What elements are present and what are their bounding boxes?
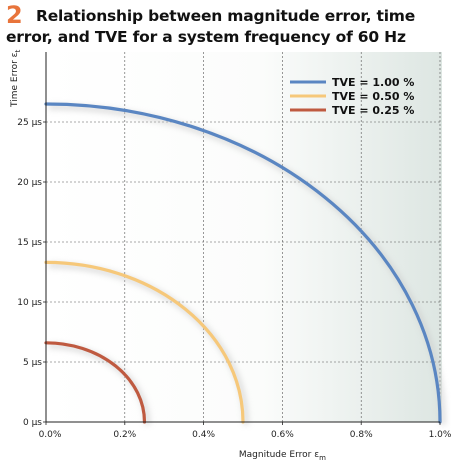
y-tick-label: 20 µs: [17, 178, 42, 188]
x-tick-label: 0.4%: [192, 430, 215, 440]
legend-label-2: TVE = 0.25 %: [332, 104, 414, 117]
x-tick-label: 1.0%: [429, 430, 451, 440]
y-tick-label: 25 µs: [17, 118, 42, 128]
x-tick-label: 0.0%: [39, 430, 62, 440]
figure-title-text: Relationship between magnitude error, ti…: [6, 7, 416, 46]
axis-labels: Magnitude Error εm Time Error εt: [10, 49, 326, 462]
y-tick-label: 15 µs: [17, 238, 42, 248]
grid: [46, 52, 441, 422]
curves: [44, 102, 446, 426]
x-tick-label: 0.8%: [350, 430, 373, 440]
x-tick-label: 0.2%: [113, 430, 136, 440]
tick-labels: 0.0% 0.2% 0.4% 0.6% 0.8% 1.0% 0 µs 5 µs 10 µs 15 …: [17, 118, 451, 440]
axes: [43, 52, 441, 425]
x-axis-label: Magnitude Error εm: [239, 450, 326, 462]
series-line-1: [44, 260, 245, 424]
legend-label-0: TVE = 1.00 %: [332, 76, 414, 89]
legend: TVE = 1.00 %TVE = 0.50 %TVE = 0.25 %: [290, 76, 414, 117]
y-axis-label: Time Error εt: [10, 49, 22, 108]
y-tick-label: 10 µs: [17, 298, 42, 308]
legend-label-1: TVE = 0.50 %: [332, 90, 414, 103]
figure-number: 2: [6, 1, 23, 29]
x-tick-label: 0.6%: [271, 430, 294, 440]
series-line-2: [44, 341, 147, 424]
y-tick-label: 5 µs: [23, 358, 42, 368]
figure-title: Relationship between magnitude error, ti…: [6, 6, 446, 48]
series-line-0: [44, 102, 442, 424]
y-tick-label: 0 µs: [23, 418, 42, 428]
